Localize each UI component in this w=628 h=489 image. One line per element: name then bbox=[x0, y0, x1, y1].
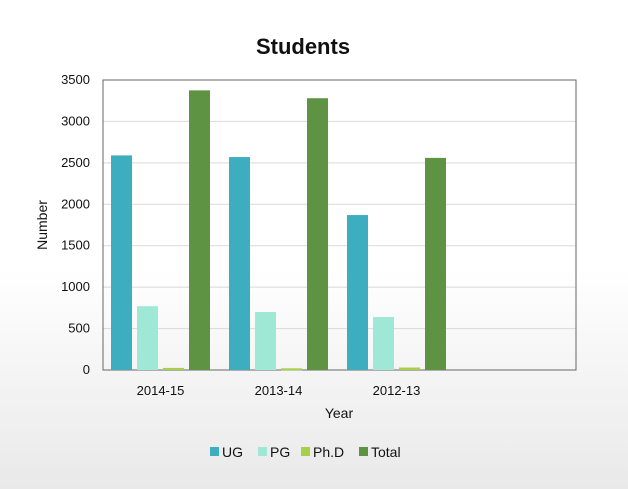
bar-phd-2014-15 bbox=[163, 367, 184, 370]
y-tick-label: 3500 bbox=[61, 72, 90, 87]
y-tick-label: 1000 bbox=[61, 279, 90, 294]
bars-group bbox=[111, 90, 446, 371]
x-tick-label: 2014-15 bbox=[137, 383, 185, 398]
bar-pg-2012-13 bbox=[373, 316, 394, 370]
plot-area bbox=[102, 79, 577, 371]
legend-swatch bbox=[258, 447, 267, 456]
bar-pg-2014-15 bbox=[137, 306, 158, 370]
x-axis-label: Year bbox=[325, 405, 354, 421]
bar-pg-2013-14 bbox=[255, 312, 276, 370]
y-tick-label: 2000 bbox=[61, 196, 90, 211]
y-tick-label: 500 bbox=[68, 321, 90, 336]
legend-label: Total bbox=[371, 444, 401, 460]
bar-total-2014-15 bbox=[189, 90, 210, 370]
y-tick-label: 0 bbox=[83, 362, 90, 377]
legend-swatch bbox=[210, 447, 219, 456]
chart-title: Students bbox=[256, 34, 350, 59]
legend-label: PG bbox=[270, 444, 290, 460]
x-tick-label: 2013-14 bbox=[255, 383, 303, 398]
y-tick-label: 2500 bbox=[61, 155, 90, 170]
legend-label: Ph.D bbox=[313, 444, 344, 460]
x-tick-label: 2012-13 bbox=[373, 383, 421, 398]
gridlines bbox=[103, 120, 576, 330]
bar-total-2013-14 bbox=[307, 98, 328, 370]
bar-phd-2012-13 bbox=[399, 367, 420, 370]
bar-ug-2013-14 bbox=[229, 157, 250, 370]
bar-total-2012-13 bbox=[425, 157, 446, 370]
bar-phd-2013-14 bbox=[281, 368, 302, 371]
legend-label: UG bbox=[222, 444, 243, 460]
y-tick-label: 1500 bbox=[61, 238, 90, 253]
y-tick-labels: 0 500 1000 1500 2000 2500 3000 3500 bbox=[61, 72, 90, 377]
x-tick-labels: 2014-15 2013-14 2012-13 bbox=[137, 383, 421, 398]
y-axis-label: Number bbox=[34, 200, 50, 250]
bar-ug-2014-15 bbox=[111, 155, 132, 370]
legend: UG PG Ph.D Total bbox=[210, 444, 401, 460]
y-tick-label: 3000 bbox=[61, 113, 90, 128]
legend-swatch bbox=[301, 447, 310, 456]
bar-ug-2012-13 bbox=[347, 215, 368, 370]
legend-swatch bbox=[359, 447, 368, 456]
